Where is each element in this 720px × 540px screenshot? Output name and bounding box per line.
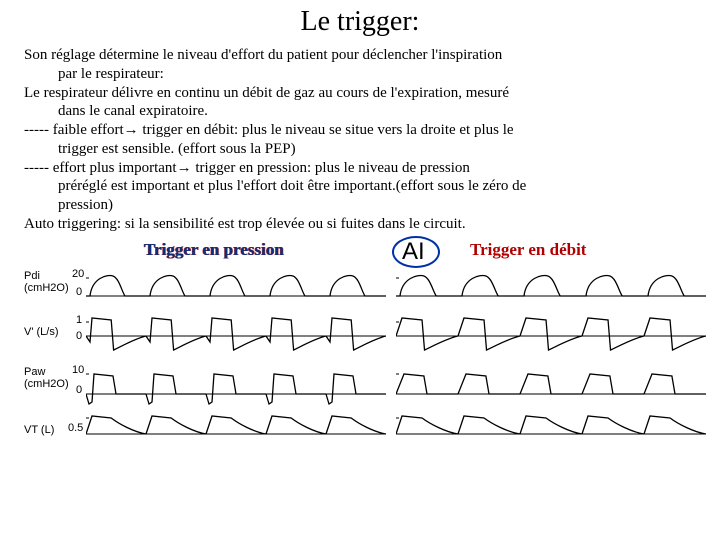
waveforms-left bbox=[86, 266, 386, 454]
axis-vt: VT (L) bbox=[24, 424, 54, 436]
p1b: par le respirateur: bbox=[58, 66, 164, 82]
p5: Auto triggering: si la sensibilité est t… bbox=[24, 216, 466, 232]
axis-paw-base: 0 bbox=[76, 384, 82, 396]
p3a: ----- faible effort→ trigger en débit: p… bbox=[24, 122, 514, 138]
axis-vt-top: 0.5 bbox=[68, 422, 83, 434]
axis-pdi-unit: (cmH2O) bbox=[24, 282, 69, 294]
axis-flow-top: 1 bbox=[76, 314, 82, 326]
axis-pdi-top: 20 bbox=[72, 268, 84, 280]
p2b: dans le canal expiratoire. bbox=[58, 103, 208, 119]
axis-pdi-base: 0 bbox=[76, 286, 82, 298]
page-title: Le trigger: bbox=[24, 6, 696, 38]
waveforms-right bbox=[396, 266, 706, 454]
p3b: trigger est sensible. (effort sous la PE… bbox=[58, 141, 296, 157]
label-trigger-pression: Trigger en pression bbox=[144, 240, 284, 260]
axis-labels: Pdi (cmH2O) 20 0 V' (L/s) 1 0 Paw (cmH2O… bbox=[24, 266, 86, 454]
p4a: ----- effort plus important→ trigger en … bbox=[24, 160, 470, 176]
p4b: préréglé est important et plus l'effort … bbox=[58, 178, 526, 194]
axis-pdi: Pdi bbox=[24, 270, 40, 282]
p4c: pression) bbox=[58, 197, 113, 213]
label-trigger-debit: Trigger en débit bbox=[470, 240, 586, 260]
body-text: Son réglage détermine le niveau d'effort… bbox=[24, 46, 696, 234]
axis-paw: Paw bbox=[24, 366, 45, 378]
axis-paw-top: 10 bbox=[72, 364, 84, 376]
axis-flow: V' (L/s) bbox=[24, 326, 59, 338]
axis-flow-base: 0 bbox=[76, 330, 82, 342]
p1a: Son réglage détermine le niveau d'effort… bbox=[24, 47, 502, 63]
p2a: Le respirateur délivre en continu un déb… bbox=[24, 85, 509, 101]
waveform-chart: Pdi (cmH2O) 20 0 V' (L/s) 1 0 Paw (cmH2O… bbox=[24, 266, 696, 454]
axis-paw-unit: (cmH2O) bbox=[24, 378, 69, 390]
label-ai: AI bbox=[402, 238, 425, 266]
